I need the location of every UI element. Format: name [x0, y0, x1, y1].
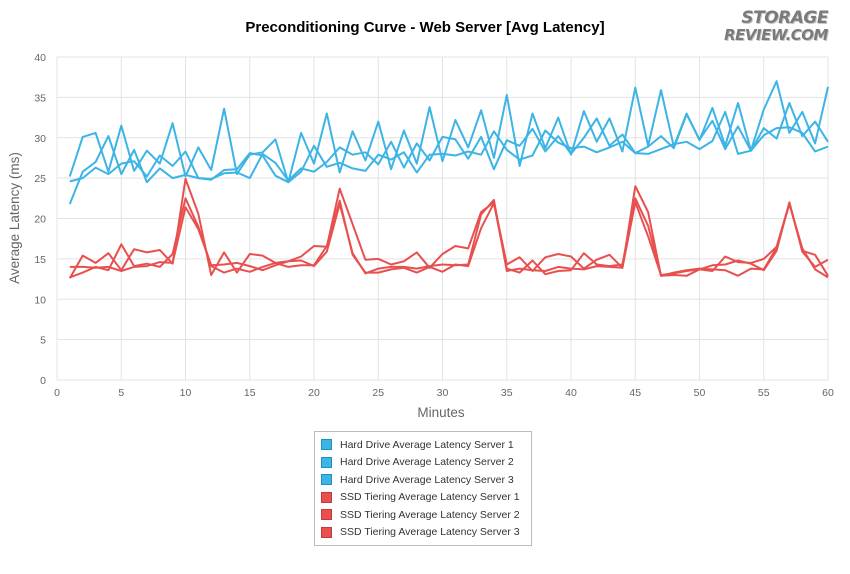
series-line-4	[68, 177, 829, 279]
legend-label: Hard Drive Average Latency Server 3	[340, 473, 514, 486]
logo-line-2: REVIEW.COM	[724, 26, 828, 44]
y-tick-label: 20	[34, 214, 46, 226]
series-line-1	[68, 80, 829, 184]
x-tick-label: 40	[565, 387, 577, 399]
legend-swatch	[321, 456, 332, 468]
x-tick-label: 5	[118, 387, 124, 399]
y-tick-label: 40	[34, 52, 46, 64]
legend-item[interactable]: SSD Tiering Average Latency Server 3	[321, 524, 531, 542]
series-lines	[68, 80, 829, 279]
y-axis-title: Average Latency (ms)	[7, 152, 22, 284]
legend-label: SSD Tiering Average Latency Server 1	[340, 491, 520, 504]
y-tick-label: 10	[34, 294, 46, 306]
legend-item[interactable]: Hard Drive Average Latency Server 1	[321, 436, 531, 454]
y-tick-label: 0	[40, 375, 46, 387]
y-tick-label: 25	[34, 173, 46, 185]
legend-swatch	[321, 474, 332, 486]
y-tick-label: 30	[34, 133, 46, 145]
x-axis-title: Minutes	[417, 405, 465, 420]
x-tick-label: 60	[822, 387, 834, 399]
legend-label: Hard Drive Average Latency Server 1	[340, 438, 514, 451]
chart-title: Preconditioning Curve - Web Server [Avg …	[245, 19, 605, 36]
y-tick-label: 15	[34, 254, 46, 266]
x-tick-label: 50	[694, 387, 706, 399]
legend-label: SSD Tiering Average Latency Server 3	[340, 526, 520, 539]
x-tick-label: 30	[437, 387, 449, 399]
series-line-3	[68, 110, 829, 205]
legend-swatch	[321, 439, 332, 451]
y-tick-label: 5	[40, 335, 46, 347]
legend-swatch	[321, 509, 332, 521]
logo-line-1: STORAGE	[741, 8, 828, 28]
y-axis-ticks: 0 5 10 15 20 25 30 35 40	[34, 52, 46, 387]
legend-item[interactable]: SSD Tiering Average Latency Server 2	[321, 506, 531, 524]
legend-label: SSD Tiering Average Latency Server 2	[340, 508, 520, 521]
legend-item[interactable]: SSD Tiering Average Latency Server 1	[321, 489, 531, 507]
x-tick-label: 25	[372, 387, 384, 399]
x-tick-label: 55	[758, 387, 770, 399]
series-line-6	[69, 198, 829, 276]
legend-swatch	[321, 491, 332, 503]
legend-swatch	[321, 526, 332, 538]
storagereview-logo: STORAGE REVIEW.COM	[724, 8, 828, 46]
legend: Hard Drive Average Latency Server 1 Hard …	[314, 431, 532, 546]
x-tick-label: 45	[629, 387, 641, 399]
x-tick-label: 20	[308, 387, 320, 399]
x-tick-label: 35	[501, 387, 513, 399]
y-tick-label: 35	[34, 92, 46, 104]
x-tick-label: 0	[54, 387, 60, 399]
series-line-2	[69, 102, 829, 183]
legend-label: Hard Drive Average Latency Server 2	[340, 456, 514, 469]
x-tick-label: 15	[244, 387, 256, 399]
x-tick-label: 10	[180, 387, 192, 399]
grid	[56, 56, 829, 381]
legend-item[interactable]: Hard Drive Average Latency Server 2	[321, 454, 531, 472]
x-axis-ticks: 0 5 10 15 20 25 30 35 40 45 50 55 60	[54, 387, 834, 399]
legend-item[interactable]: Hard Drive Average Latency Server 3	[321, 471, 531, 489]
